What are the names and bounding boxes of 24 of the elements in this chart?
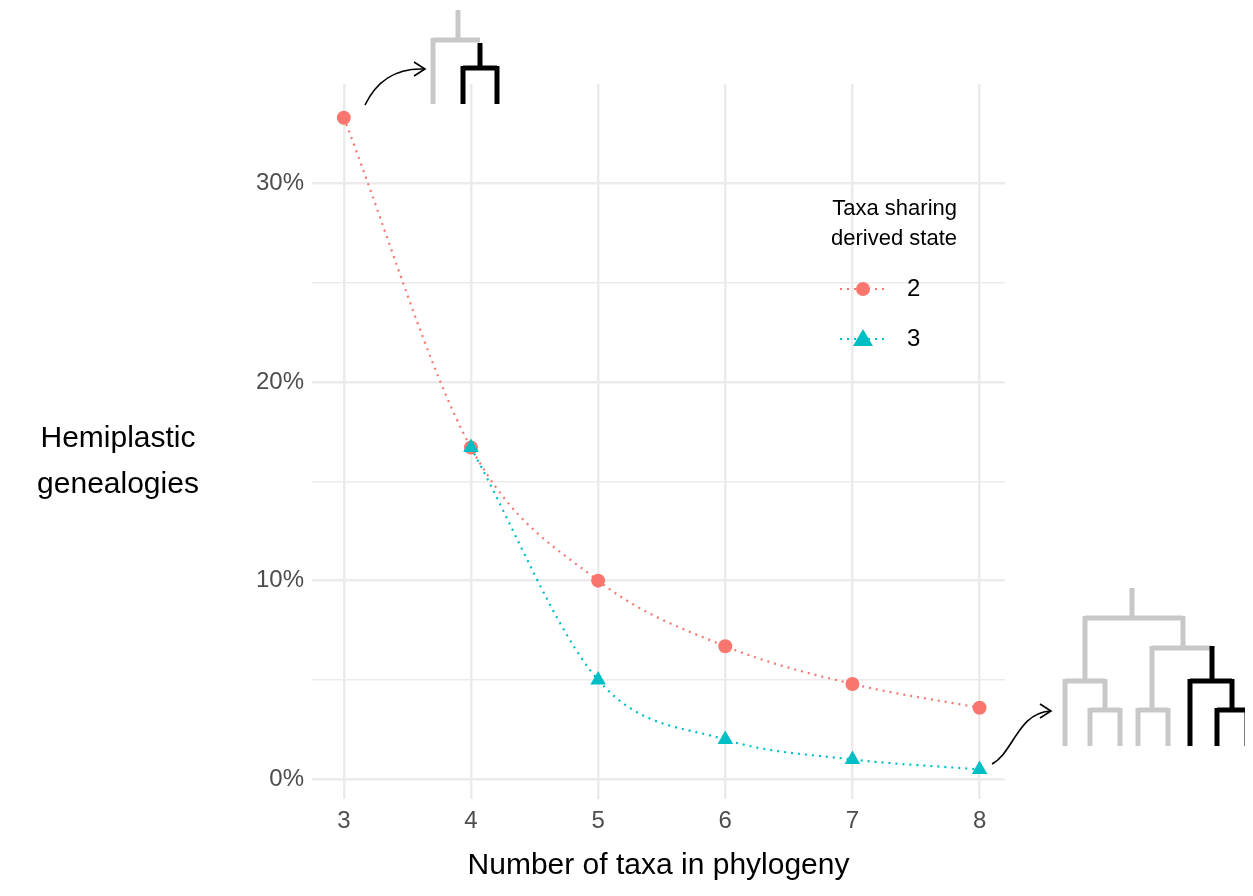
point bbox=[718, 639, 733, 654]
x-tick-label: 3 bbox=[337, 806, 351, 834]
x-tick-label: 8 bbox=[972, 806, 987, 834]
x-tick-label: 7 bbox=[845, 806, 860, 834]
point bbox=[972, 700, 987, 715]
y-axis-title: Hemiplastic genealogies bbox=[37, 419, 199, 499]
point bbox=[844, 750, 861, 764]
point bbox=[336, 110, 351, 125]
x-tick-label: 4 bbox=[464, 806, 478, 834]
x-tick-label: 5 bbox=[591, 806, 605, 834]
x-tick-label: 6 bbox=[718, 806, 732, 834]
y-tick-label: 10% bbox=[255, 565, 305, 593]
y-tick-label: 0% bbox=[269, 763, 305, 791]
y-tick-label: 20% bbox=[255, 366, 305, 394]
x-axis-title: Number of taxa in phylogeny bbox=[467, 847, 850, 881]
point bbox=[590, 671, 606, 685]
legend-label: 3 bbox=[907, 323, 921, 351]
y-tick-label: 30% bbox=[255, 167, 305, 195]
point bbox=[717, 730, 734, 745]
point bbox=[971, 760, 988, 774]
point bbox=[845, 676, 860, 691]
point bbox=[591, 573, 606, 588]
legend-title: Taxa sharing derived state bbox=[831, 195, 957, 251]
legend-label: 2 bbox=[907, 273, 921, 301]
